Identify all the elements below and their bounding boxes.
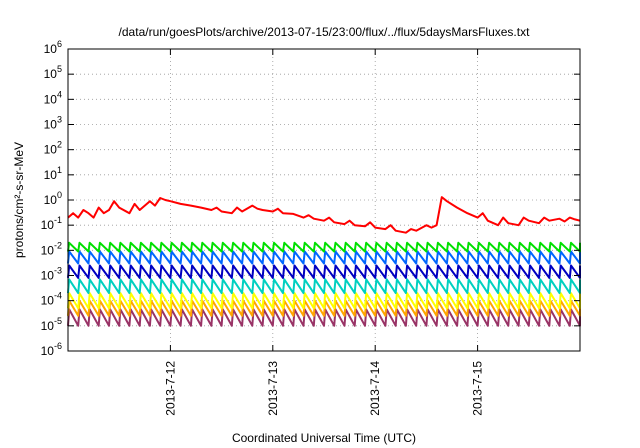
y-tick-label: 101 [44, 165, 62, 182]
y-tick-label: 104 [44, 89, 62, 106]
x-axis-title: Coordinated Universal Time (UTC) [232, 431, 416, 445]
y-tick-label: 10-5 [41, 316, 62, 333]
y-tick-label: 105 [44, 64, 62, 81]
y-tick-label: 10-1 [41, 215, 62, 232]
oscillating-series-line [67, 264, 581, 279]
y-tick-label: 10-4 [41, 291, 62, 308]
series-group [67, 196, 581, 327]
flux-series-line [67, 196, 581, 234]
chart-title: /data/run/goesPlots/archive/2013-07-15/2… [119, 25, 531, 39]
y-tick-label: 103 [44, 115, 62, 132]
x-tick-label: 2013-7-13 [266, 361, 280, 416]
oscillating-series-line [67, 278, 581, 295]
oscillating-series-line [67, 292, 581, 310]
y-axis-ticks: 10-6 10-5 10-4 10-3 10-2 10-1 100 101 102 103 104 1… [41, 39, 580, 358]
y-tick-label: 100 [44, 190, 62, 207]
x-tick-label: 2013-7-12 [163, 361, 177, 416]
y-tick-label: 102 [44, 140, 62, 157]
y-tick-label: 10-6 [41, 341, 62, 358]
x-axis-ticks: 2013-7-12 2013-7-13 2013-7-14 2013-7-15 [163, 49, 485, 416]
y-tick-label: 106 [44, 39, 62, 56]
y-tick-label: 10-2 [41, 240, 62, 257]
oscillating-series-line [67, 241, 581, 253]
x-tick-label: 2013-7-15 [471, 361, 485, 416]
oscillating-series-line [67, 250, 581, 265]
y-tick-label: 10-3 [41, 266, 62, 283]
x-tick-label: 2013-7-14 [368, 361, 382, 416]
y-axis-title: protons/cm²-s-sr-MeV [12, 142, 26, 258]
